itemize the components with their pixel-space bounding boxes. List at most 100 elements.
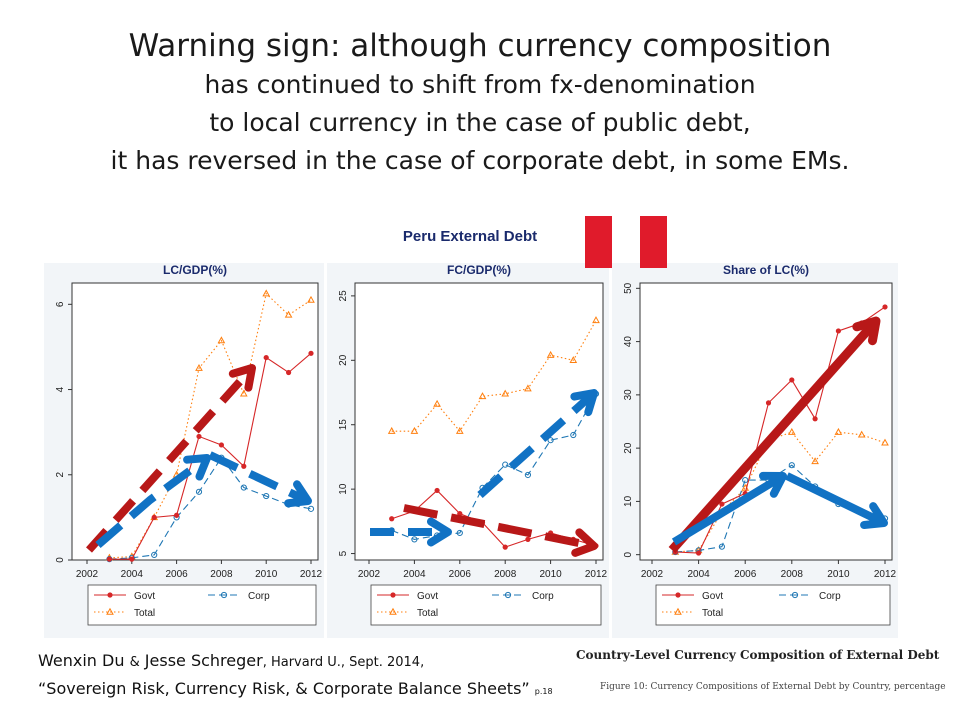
data-point-total <box>239 389 248 397</box>
data-point-corp <box>547 437 554 444</box>
y-tick-label: 15 <box>338 419 349 431</box>
data-point-govt <box>525 536 531 542</box>
data-point-corp <box>456 529 463 537</box>
citation-authors: Wenxin Du & Jesse Schreger, Harvard U., … <box>38 648 553 676</box>
x-tick-label: 2004 <box>403 569 426 580</box>
legend-label-corp: Corp <box>248 591 270 602</box>
data-point-corp <box>524 471 532 479</box>
x-tick-label: 2012 <box>300 569 323 580</box>
author-1: Wenxin Du <box>38 651 125 670</box>
arrow-panel3-blue-down <box>785 472 888 529</box>
series-line-corp <box>109 456 312 560</box>
x-tick-label: 2002 <box>358 569 381 580</box>
legend-marker <box>390 592 396 598</box>
legend-box <box>370 584 602 626</box>
legend-label-corp: Corp <box>819 591 841 602</box>
chart-panel-3: Share of LC(%) 2002 2004 2006 2008 2010 2012 0 1… <box>612 263 898 638</box>
arrow-head <box>759 471 787 498</box>
series-line-corp <box>391 393 597 540</box>
x-tick-label: 2008 <box>781 569 804 580</box>
arrow-shaft <box>785 472 886 527</box>
x-tick-label: 2004 <box>687 569 710 580</box>
arrow-head <box>228 364 256 392</box>
data-point-corp <box>502 461 509 468</box>
y-tick-label: 0 <box>55 557 66 563</box>
legend-label-total: Total <box>417 608 438 619</box>
plot-area <box>71 282 319 561</box>
data-point-govt <box>106 556 112 562</box>
x-tick-label: 2010 <box>539 569 562 580</box>
arrow-shaft <box>671 472 786 546</box>
data-point-corp <box>742 476 749 484</box>
data-point-total <box>455 426 464 434</box>
data-point-total <box>478 392 487 400</box>
pause-bar-right <box>640 216 667 268</box>
legend-marker <box>674 607 682 615</box>
data-point-total <box>410 426 419 434</box>
data-point-total <box>546 350 555 358</box>
data-point-govt <box>286 369 292 376</box>
arrow-panel3-red <box>668 316 881 553</box>
plot-area <box>639 282 893 561</box>
data-point-corp <box>263 492 270 500</box>
y-tick-label: 6 <box>55 301 66 307</box>
arrow-shaft <box>86 365 255 553</box>
x-tick-label: 2010 <box>255 569 278 580</box>
data-point-govt <box>765 400 772 406</box>
data-point-govt <box>263 354 269 361</box>
data-point-corp <box>151 551 158 558</box>
reference-figure-title: Country-Level Currency Composition of Ex… <box>576 648 940 662</box>
arrow-head <box>860 502 888 529</box>
series-line-total <box>391 320 597 433</box>
data-point-govt <box>696 550 702 556</box>
legend-marker <box>791 591 799 599</box>
x-tick-label: 2002 <box>76 569 99 580</box>
arrow-head <box>852 316 881 346</box>
data-point-govt <box>174 512 180 518</box>
data-point-govt <box>719 501 725 507</box>
arrow-head <box>426 517 452 547</box>
data-point-total <box>857 430 866 438</box>
arrow-head <box>284 480 312 508</box>
data-point-total <box>433 399 441 407</box>
data-point-govt <box>789 377 795 383</box>
arrow-shaft <box>668 318 880 553</box>
data-point-total <box>501 389 510 397</box>
data-point-corp <box>411 536 418 543</box>
title-line-4: it has reversed in the case of corporate… <box>110 146 850 175</box>
data-point-govt <box>308 350 314 356</box>
y-tick-label: 5 <box>338 550 349 556</box>
x-tick-label: 2002 <box>641 569 664 580</box>
data-point-corp <box>718 543 726 550</box>
chart-panel-2: FC/GDP(%) 2002 2004 2006 2008 2010 2012 5 10 15 20… <box>327 263 609 638</box>
author-affiliation: , Harvard U., Sept. 2014, <box>262 655 425 670</box>
series-line-total <box>109 292 312 559</box>
legend-label-govt: Govt <box>417 591 438 602</box>
title-line-1: Warning sign: although currency composit… <box>128 28 832 64</box>
arrow-head <box>183 454 211 481</box>
data-point-total <box>592 316 600 324</box>
legend-label-total: Total <box>134 608 155 619</box>
legend-marker <box>220 591 228 599</box>
series-line-govt <box>675 306 886 554</box>
arrow-shaft <box>208 451 310 505</box>
data-point-govt <box>196 433 202 440</box>
y-tick-label: 10 <box>623 495 634 507</box>
legend-label-govt: Govt <box>702 591 723 602</box>
data-point-govt <box>434 487 440 494</box>
data-point-govt <box>241 463 247 469</box>
arrow-panel1-blue-down <box>208 451 312 508</box>
data-point-total <box>524 384 532 392</box>
legend-marker <box>389 607 397 615</box>
chart-panel-1: LC/GDP(%) 2002 2004 2006 2008 2010 2012 0 2 4 6 Gov… <box>44 263 324 638</box>
arrow-panel1-blue-up <box>95 454 211 549</box>
data-point-total <box>387 426 396 434</box>
x-tick-label: 2004 <box>121 569 144 580</box>
x-tick-label: 2008 <box>494 569 517 580</box>
x-tick-label: 2006 <box>734 569 757 580</box>
y-tick-label: 0 <box>623 551 634 557</box>
legend-box <box>87 584 317 626</box>
y-tick-label: 20 <box>338 354 349 366</box>
data-point-govt <box>835 328 842 334</box>
legend-label-govt: Govt <box>134 591 155 602</box>
